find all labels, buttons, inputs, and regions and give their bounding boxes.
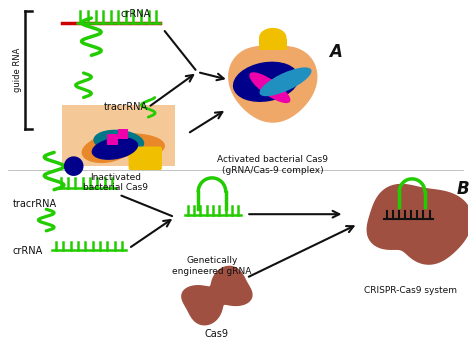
- Polygon shape: [367, 184, 472, 264]
- Ellipse shape: [249, 72, 291, 103]
- Text: Activated bacterial Cas9
(gRNA/Cas-9 complex): Activated bacterial Cas9 (gRNA/Cas-9 com…: [217, 155, 328, 175]
- Polygon shape: [229, 47, 317, 122]
- Ellipse shape: [93, 130, 144, 154]
- Text: tracrRNA: tracrRNA: [104, 102, 148, 112]
- Bar: [259, 39, 286, 50]
- Ellipse shape: [259, 28, 286, 48]
- Text: crRNA: crRNA: [120, 9, 151, 19]
- Circle shape: [64, 156, 83, 176]
- Text: A: A: [328, 42, 342, 61]
- Text: Inactivated
bacterial Cas9: Inactivated bacterial Cas9: [83, 173, 148, 193]
- Polygon shape: [82, 133, 164, 162]
- Text: guide RNA: guide RNA: [13, 48, 22, 92]
- Text: Genetically
engineered gRNA: Genetically engineered gRNA: [172, 256, 252, 276]
- Text: tracrRNA: tracrRNA: [13, 199, 57, 209]
- Ellipse shape: [233, 62, 299, 102]
- FancyBboxPatch shape: [128, 146, 162, 170]
- Text: crRNA: crRNA: [13, 247, 43, 256]
- Polygon shape: [182, 266, 252, 325]
- Text: Cas9: Cas9: [205, 329, 229, 339]
- Text: CRISPR-Cas9 system: CRISPR-Cas9 system: [364, 286, 456, 295]
- FancyBboxPatch shape: [118, 129, 128, 139]
- FancyBboxPatch shape: [107, 134, 118, 145]
- Ellipse shape: [91, 137, 138, 160]
- Text: B: B: [457, 180, 470, 198]
- Ellipse shape: [259, 67, 311, 96]
- FancyBboxPatch shape: [62, 105, 175, 166]
